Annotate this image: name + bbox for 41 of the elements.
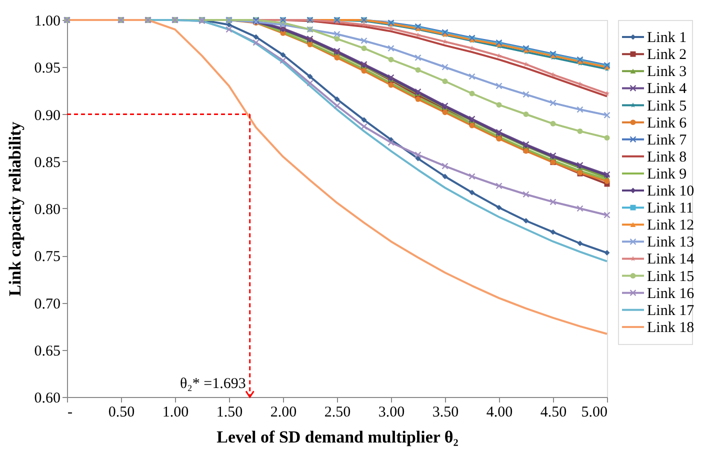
y-tick-label: 0.60 <box>34 390 60 406</box>
legend-label: Link 4 <box>647 81 688 98</box>
legend-label: Link 3 <box>647 64 687 80</box>
y-tick-label: 0.95 <box>34 60 60 77</box>
x-tick-label: 0.50 <box>108 404 135 420</box>
x-tick-label: 1.50 <box>216 404 243 420</box>
legend-label: Link 5 <box>647 98 687 114</box>
y-axis-title: Link capacity reliability <box>5 121 24 296</box>
legend-label: Link 6 <box>647 115 688 132</box>
legend-label: Link 11 <box>647 200 694 217</box>
legend-label: Link 1 <box>647 30 687 46</box>
ref-line-label: θ₂* =1.693 <box>180 376 246 392</box>
x-tick-label: 1.00 <box>162 404 189 420</box>
x-tick-label: 4.50 <box>540 404 567 420</box>
x-tick-label: 5.00 <box>581 404 608 420</box>
legend-label: Link 15 <box>647 268 694 285</box>
legend-label: Link 16 <box>647 286 695 302</box>
y-tick-label: 1.00 <box>34 14 60 30</box>
y-tick-label: 0.90 <box>34 108 60 124</box>
y-tick-label: 0.65 <box>34 343 60 360</box>
x-tick-label: 3.00 <box>378 404 405 420</box>
x-tick-label: 2.00 <box>270 404 297 420</box>
legend-label: Link 8 <box>647 149 687 166</box>
y-tick-label: 0.80 <box>34 202 60 218</box>
y-tick-label: 0.75 <box>34 249 60 266</box>
legend-label: Link 12 <box>647 218 694 234</box>
y-tick-label: 0.70 <box>34 296 60 312</box>
legend-label: Link 17 <box>647 302 695 319</box>
legend-label: Link 2 <box>647 47 687 64</box>
x-axis-title: Level of SD demand multiplier θ₂ <box>216 428 458 446</box>
x-tick-label: 4.00 <box>486 404 513 420</box>
legend-label: Link 18 <box>647 320 694 336</box>
legend-label: Link 10 <box>647 184 694 200</box>
x-tick-label: 2.50 <box>324 404 351 420</box>
legend-label: Link 7 <box>647 132 688 148</box>
x-tick-label: - <box>68 404 72 420</box>
y-tick-label: 0.85 <box>34 154 60 171</box>
legend-label: Link 9 <box>647 166 687 182</box>
legend-label: Link 14 <box>647 252 695 268</box>
legend-label: Link 13 <box>647 234 694 251</box>
x-tick-label: 3.50 <box>432 404 459 420</box>
